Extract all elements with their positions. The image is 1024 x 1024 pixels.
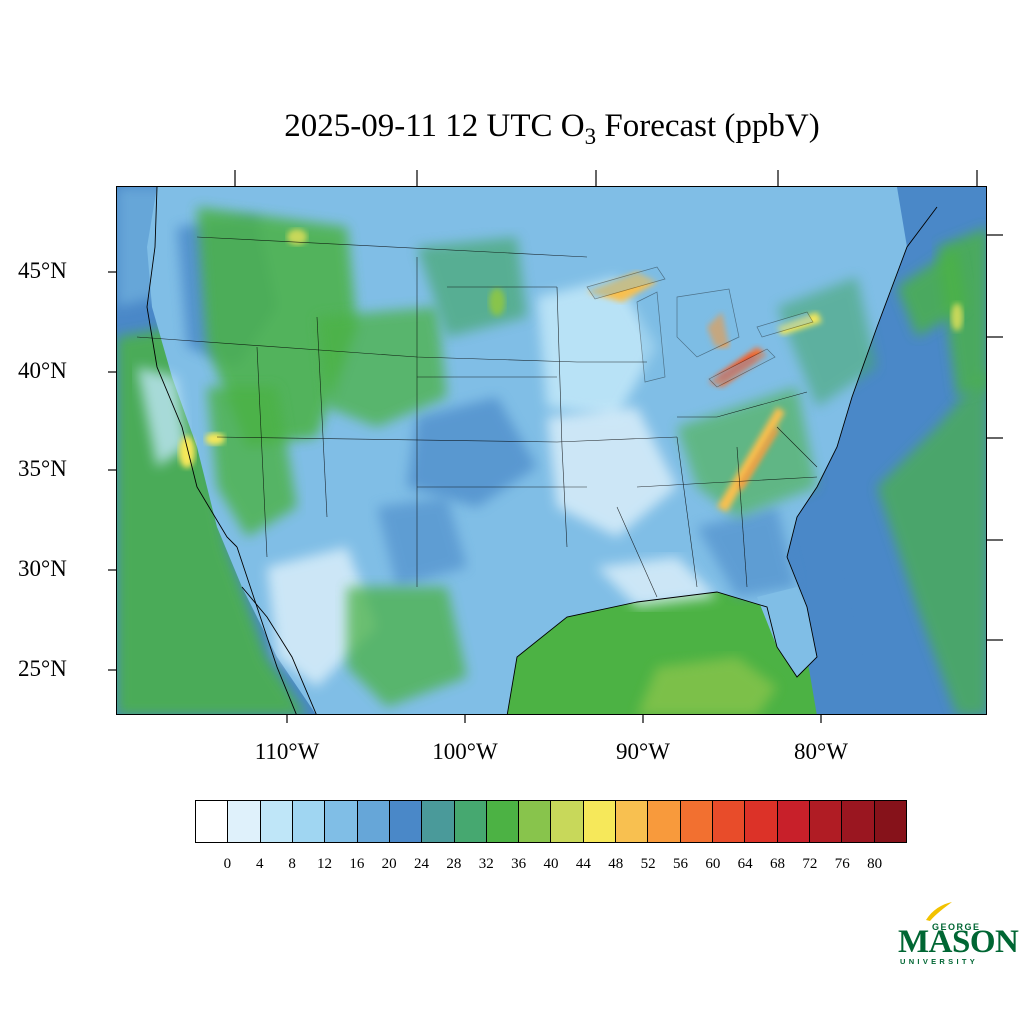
lon-label-80: 80°W	[794, 739, 848, 764]
colorbar	[195, 800, 907, 843]
colorbar-label: 48	[608, 856, 624, 872]
appalachian-hotspot	[717, 407, 785, 512]
florida	[757, 587, 817, 677]
lon-label-110: 110°W	[254, 739, 320, 764]
colorbar-label: 24	[414, 856, 430, 872]
colorbar-segment	[809, 801, 843, 842]
colorbar-segment	[745, 801, 778, 842]
colorbar-segment	[777, 801, 810, 842]
lat-label-30: 30°N	[18, 556, 67, 581]
colorbar-segment	[292, 801, 326, 842]
title-subscript: 3	[584, 124, 597, 149]
colorbar-segment	[389, 801, 423, 842]
colorbar-label: 52	[640, 856, 656, 872]
colorbar-label: 44	[575, 856, 591, 872]
map-title: 2025-09-11 12 UTC O3 Forecast (ppbV)	[0, 108, 1024, 150]
colorbar-label: 28	[446, 856, 462, 872]
colorbar-segment	[583, 801, 617, 842]
title-prefix: 2025-09-11 12 UTC O	[284, 108, 585, 144]
colorbar-segment	[486, 801, 520, 842]
lat-label-25: 25°N	[18, 656, 67, 681]
colorbar-segment	[648, 801, 681, 842]
colorbar-label: 8	[288, 856, 296, 872]
logo-flame-icon	[926, 902, 952, 921]
colorbar-label: 76	[834, 856, 850, 872]
colorbar-segment	[616, 801, 649, 842]
colorbar-segment	[874, 801, 906, 842]
gulf-coast	[506, 556, 818, 714]
colorbar-label: 20	[381, 856, 397, 872]
colorbar-segment	[519, 801, 552, 842]
west-coast	[146, 187, 238, 548]
colorbar-segment	[713, 801, 746, 842]
colorbar-label: 0	[223, 856, 232, 872]
colorbar-label: 80	[867, 856, 883, 872]
colorbar-segment	[196, 801, 229, 842]
lake-michigan-hotspot	[587, 272, 657, 302]
lat-label-40: 40°N	[18, 358, 67, 383]
colorbar-segment	[228, 801, 261, 842]
colorbar-label: 56	[672, 856, 688, 872]
colorbar-label: 12	[316, 856, 332, 872]
logo-george: GEORGE	[932, 922, 981, 932]
colorbar-segment	[551, 801, 584, 842]
colorbar-label: 4	[255, 856, 264, 872]
colorbar-segment	[260, 801, 293, 842]
colorbar-segment	[842, 801, 875, 842]
colorbar-segment	[357, 801, 390, 842]
colorbar-segment	[422, 801, 455, 842]
colorbar-segment	[680, 801, 713, 842]
lat-label-35: 35°N	[18, 456, 67, 481]
colorbar-label: 68	[770, 856, 786, 872]
east-coast	[786, 206, 938, 558]
lat-label-45: 45°N	[18, 258, 67, 283]
logo-university: UNIVERSITY	[900, 957, 979, 966]
colorbar-label: 32	[478, 856, 494, 872]
colorbar-label: 64	[737, 856, 753, 872]
colorbar-label: 40	[543, 856, 559, 872]
logo-mason: MASON	[898, 924, 1019, 960]
colorbar-segment	[325, 801, 358, 842]
colorbar-segment	[454, 801, 487, 842]
ozone-map	[116, 186, 987, 715]
title-suffix: Forecast (ppbV)	[596, 108, 820, 144]
colorbar-label: 36	[511, 856, 527, 872]
lon-label-100: 100°W	[432, 739, 498, 764]
colorbar-label: 16	[349, 856, 365, 872]
colorbar-label: 60	[705, 856, 721, 872]
lon-label-90: 90°W	[616, 739, 670, 764]
gmu-logo: GEORGE MASON UNIVERSITY	[898, 900, 1019, 970]
colorbar-label: 72	[802, 856, 818, 872]
